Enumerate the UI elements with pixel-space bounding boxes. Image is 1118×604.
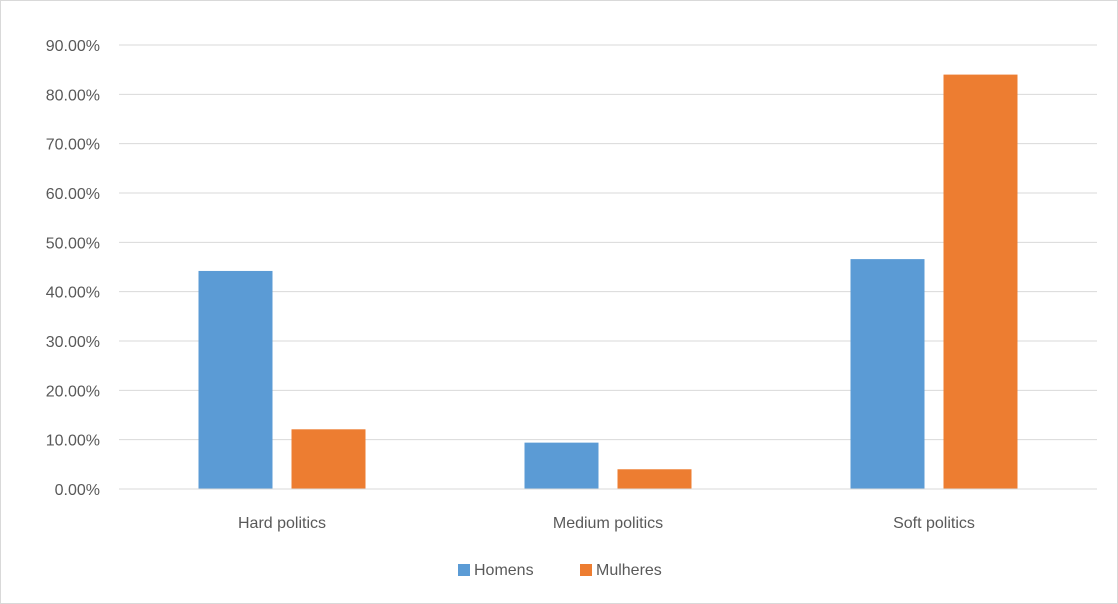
x-category-label: Medium politics [553,515,663,532]
y-tick-label: 50.00% [46,235,100,252]
legend-label-mulheres: Mulheres [596,562,662,579]
legend-label-homens: Homens [474,562,534,579]
y-axis-tick-labels: 0.00% 10.00% 20.00% 30.00% 40.00% 50.00% 60.00… [46,38,100,499]
x-category-label: Hard politics [238,515,326,532]
bars [198,74,1018,489]
bar-homens-soft-politics [850,259,925,489]
y-tick-label: 80.00% [46,87,100,104]
y-tick-label: 20.00% [46,383,100,400]
bar-mulheres-hard-politics [291,429,366,489]
x-axis-category-labels: Hard politics Medium politics Soft politic… [238,515,975,532]
y-tick-label: 70.00% [46,137,100,154]
legend-swatch-mulheres [580,564,592,576]
y-tick-label: 10.00% [46,433,100,450]
y-tick-label: 40.00% [46,285,100,302]
gridlines [119,44,1097,441]
legend: Homens Mulheres [458,562,662,579]
y-tick-label: 0.00% [55,482,100,499]
bar-homens-hard-politics [198,270,273,489]
legend-swatch-homens [458,564,470,576]
bar-mulheres-soft-politics [943,74,1018,489]
x-category-label: Soft politics [893,515,975,532]
y-tick-label: 30.00% [46,334,100,351]
bar-mulheres-medium-politics [617,469,692,489]
bar-homens-medium-politics [524,442,599,489]
y-tick-label: 60.00% [46,186,100,203]
y-tick-label: 90.00% [46,38,100,55]
